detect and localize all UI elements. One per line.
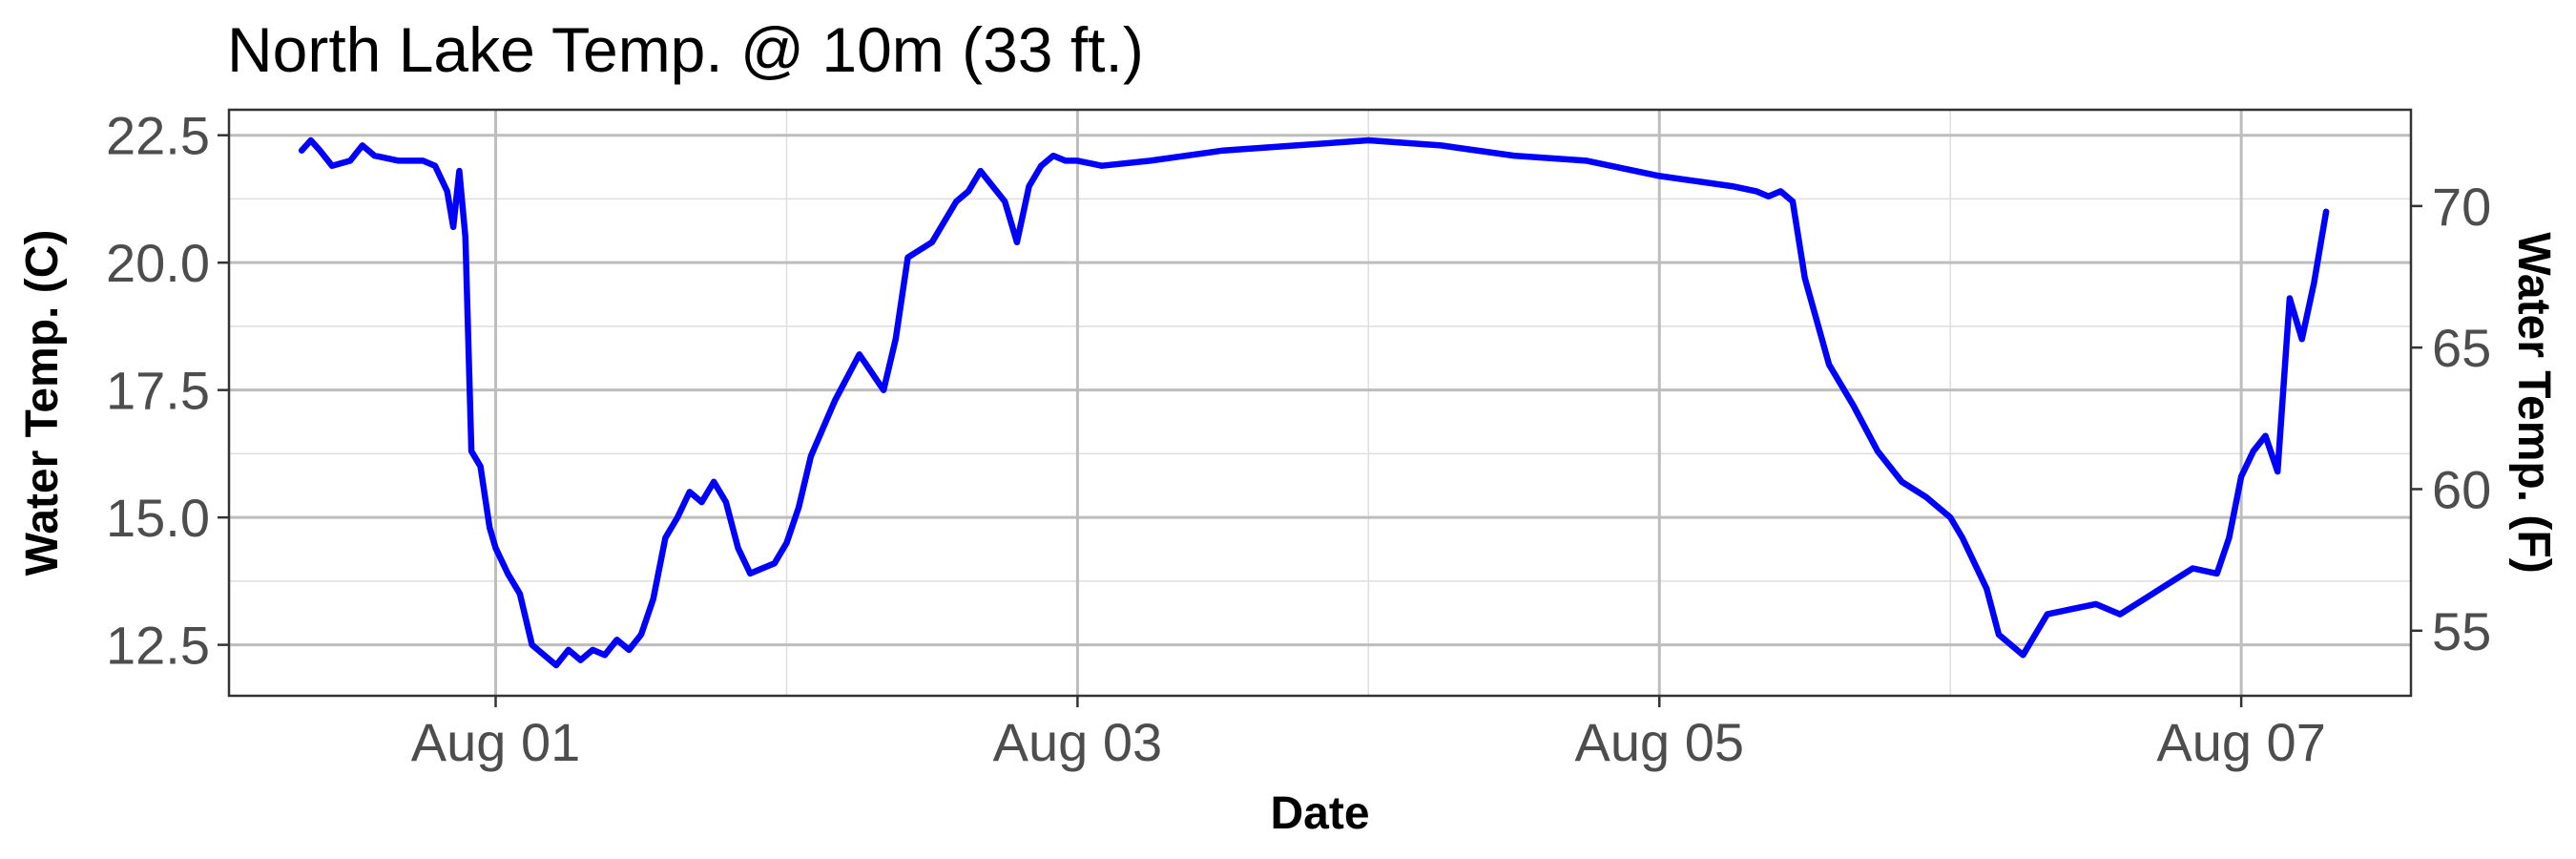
y2-tick-label: 65 (2432, 318, 2491, 378)
y-tick-label: 15.0 (106, 488, 210, 548)
axes: Aug 01 Aug 03 Aug 05 Aug 07 12.5 15.0 17.5 20.0… (106, 106, 2491, 772)
x-tick-label: Aug 05 (1575, 712, 1745, 772)
x-tick-label: Aug 01 (411, 712, 581, 772)
y2-tick-label: 60 (2432, 459, 2491, 519)
series-line-0 (298, 136, 2330, 669)
grid-lines (229, 110, 2411, 696)
plot-area (298, 136, 2330, 669)
plot-panel-border (227, 108, 2413, 698)
x-axis-title: Date (1270, 788, 1369, 839)
x-tick-label: Aug 03 (993, 712, 1163, 772)
y-axis-title: Water Temp. (C) (17, 230, 68, 576)
y2-tick-label: 70 (2432, 177, 2491, 237)
y-tick-label: 20.0 (106, 233, 210, 293)
y-tick-label: 17.5 (106, 361, 210, 421)
y-tick-label: 12.5 (106, 616, 210, 676)
chart-title: North Lake Temp. @ 10m (33 ft.) (227, 14, 1144, 85)
y-tick-label: 22.5 (106, 106, 210, 166)
y2-tick-label: 55 (2432, 601, 2491, 661)
y2-axis-title: Water Temp. (F) (2508, 232, 2559, 573)
x-tick-label: Aug 07 (2156, 712, 2326, 772)
